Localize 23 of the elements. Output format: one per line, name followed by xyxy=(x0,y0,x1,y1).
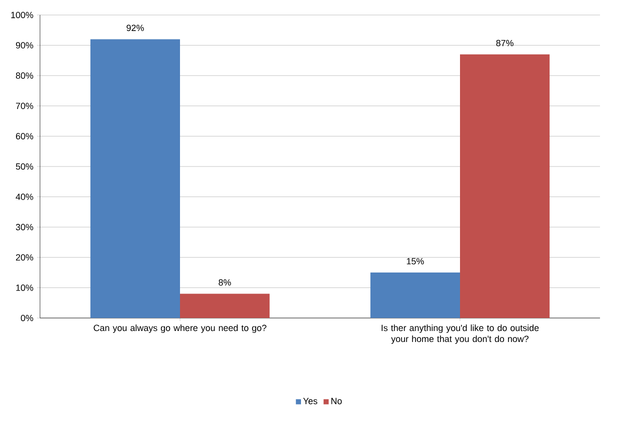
bar xyxy=(180,294,270,318)
y-tick-label: 30% xyxy=(16,224,34,230)
bar xyxy=(370,272,460,318)
y-tick-label: 60% xyxy=(16,133,34,140)
x-tick-label: Is ther anything you'd like to do outside your home that you don't do now? xyxy=(382,324,539,344)
y-tick-label: 90% xyxy=(16,42,34,48)
legend-label: Yes xyxy=(303,398,318,404)
y-tick-label: 70% xyxy=(16,102,34,110)
y-tick-label: 20% xyxy=(16,254,34,261)
bar xyxy=(460,54,550,318)
data-label: 8% xyxy=(218,279,231,286)
legend-label: No xyxy=(331,398,342,404)
bar xyxy=(90,39,180,318)
data-label: 87% xyxy=(496,40,514,46)
y-tick-label: 0% xyxy=(20,314,34,322)
data-label: 92% xyxy=(126,24,144,32)
y-tick-label: 40% xyxy=(16,194,34,200)
y-tick-label: 80% xyxy=(16,72,34,79)
y-tick-label: 100% xyxy=(11,12,34,18)
y-tick-label: 50% xyxy=(16,163,34,170)
x-tick-label: Can you always go where you need to go? xyxy=(94,324,266,333)
y-tick-label: 10% xyxy=(16,284,34,291)
data-label: 15% xyxy=(406,258,424,264)
